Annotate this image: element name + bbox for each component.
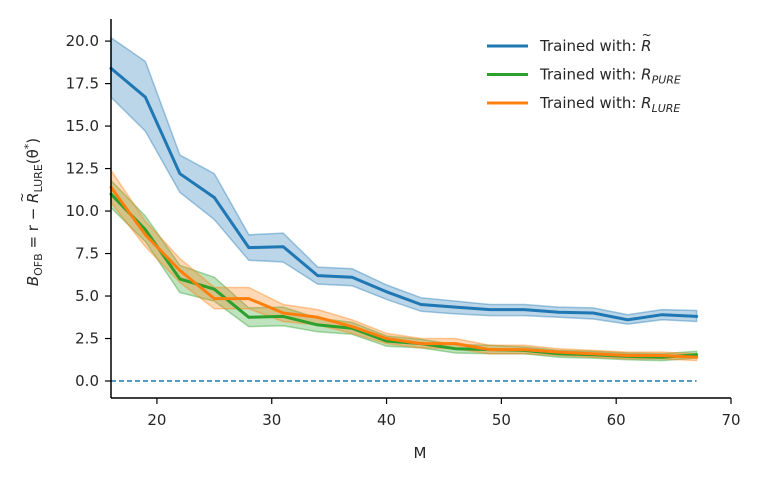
- y-title-tilde: ~: [15, 192, 29, 202]
- y-tick-label: 12.5: [66, 160, 99, 178]
- series-line-2: [109, 185, 699, 359]
- legend-label-2: Trained with: RLURE: [539, 94, 680, 115]
- legend: Trained with: R~ Trained with: RPURE Train…: [487, 28, 681, 115]
- y-tick-label: 10.0: [66, 202, 99, 220]
- axis-ticks: 20 30 40 50 60 70 0.0 2.5 5.0 7.5 10.0 12.5 15.0 17.5…: [66, 32, 741, 429]
- svg-text:BOFB = r − R~LURE(θ*): BOFB = r − R~LURE(θ*): [15, 138, 45, 286]
- x-tick-label: 50: [492, 411, 511, 429]
- x-axis-title: M: [414, 444, 427, 462]
- y-title-star: *: [22, 143, 35, 149]
- y-title-close: ): [24, 138, 42, 144]
- legend-label-0: Trained with: R~: [539, 28, 652, 55]
- y-title-r-sub: LURE: [32, 164, 45, 192]
- x-tick-label: 70: [721, 411, 740, 429]
- x-tick-label: 30: [262, 411, 281, 429]
- series-line-0: [109, 66, 699, 322]
- x-tick-label: 60: [607, 411, 626, 429]
- y-title-r: R: [24, 193, 42, 203]
- y-axis-title: BOFB = r − R~LURE(θ*): [15, 138, 45, 286]
- y-title-eq: = r −: [24, 203, 42, 253]
- y-title-b-sub: OFB: [32, 253, 45, 276]
- confidence-bands: [110, 36, 698, 362]
- y-tick-label: 15.0: [66, 117, 99, 135]
- y-title-theta: (θ: [24, 149, 42, 164]
- x-tick-label: 40: [377, 411, 396, 429]
- x-tick-label: 20: [147, 411, 166, 429]
- legend-label-1: Trained with: RPURE: [539, 66, 681, 87]
- y-title-b: B: [24, 276, 42, 286]
- y-tick-label: 7.5: [75, 245, 99, 263]
- y-tick-label: 0.0: [75, 372, 99, 390]
- y-tick-label: 17.5: [66, 75, 99, 93]
- confidence-band-0: [110, 36, 698, 325]
- y-tick-label: 20.0: [66, 32, 99, 50]
- y-tick-label: 2.5: [75, 330, 99, 348]
- series-lines: [109, 66, 699, 359]
- axes: [110, 19, 731, 399]
- y-tick-label: 5.0: [75, 287, 99, 305]
- confidence-band-2: [110, 167, 698, 362]
